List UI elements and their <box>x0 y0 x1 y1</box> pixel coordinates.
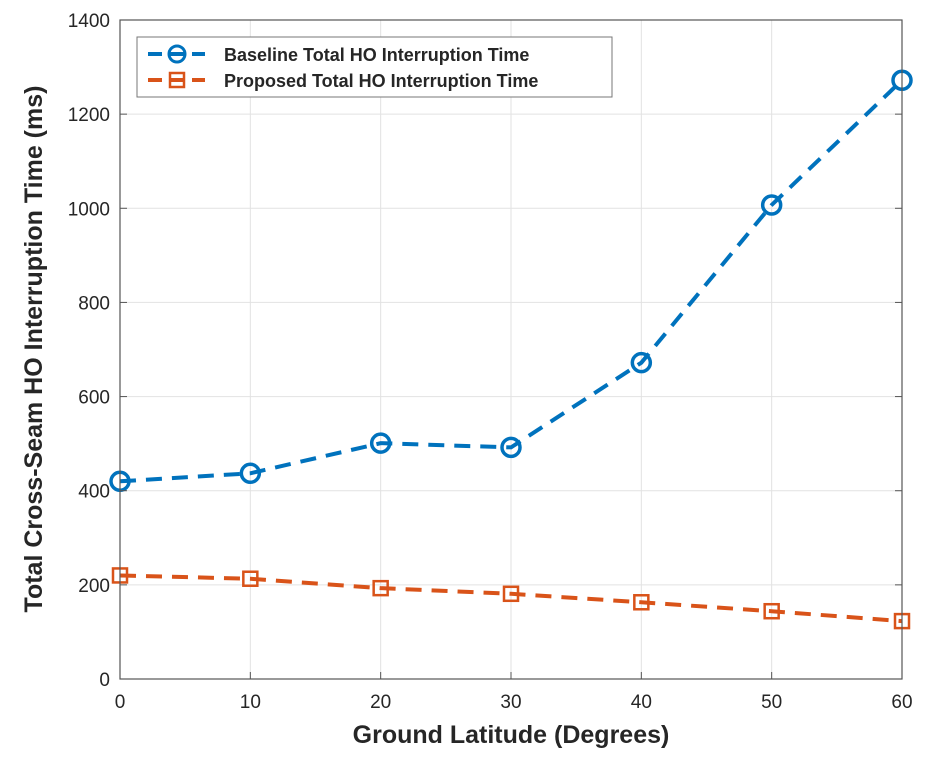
series-line-1 <box>119 573 903 624</box>
legend: Baseline Total HO Interruption Time Prop… <box>136 36 613 98</box>
data-point-baseline <box>239 462 262 485</box>
x-tick-label: 20 <box>370 692 391 713</box>
legend-marker-proposed <box>168 71 186 89</box>
data-point-proposed <box>502 585 520 603</box>
data-point-baseline <box>500 436 522 459</box>
legend-label-baseline: Baseline Total HO Interruption Time <box>224 45 529 65</box>
y-tick-label: 1400 <box>68 11 110 32</box>
y-tick-label: 0 <box>99 670 110 691</box>
x-tick-label: 60 <box>891 692 912 713</box>
series-line-0 <box>119 78 904 484</box>
y-tick-label: 1200 <box>68 105 110 126</box>
x-tick-label: 50 <box>761 692 782 713</box>
data-point-proposed <box>242 570 259 587</box>
x-tick-label: 10 <box>240 692 261 713</box>
y-tick-label: 1000 <box>68 199 110 220</box>
data-point-baseline <box>630 351 653 374</box>
data-point-baseline <box>760 194 783 216</box>
x-tick-label: 0 <box>115 692 126 713</box>
data-point-proposed <box>372 579 389 597</box>
legend-label-proposed: Proposed Total HO Interruption Time <box>224 71 538 91</box>
legend-box <box>136 36 613 98</box>
data-point-proposed <box>763 602 780 620</box>
y-tick-label: 600 <box>78 388 110 409</box>
data-point-proposed <box>633 594 650 611</box>
x-axis-label: Ground Latitude (Degrees) <box>353 721 670 749</box>
data-point-baseline <box>369 432 392 454</box>
series-group <box>109 69 913 630</box>
grid <box>119 19 903 680</box>
x-tick-label: 30 <box>500 692 521 713</box>
y-tick-label: 400 <box>78 482 110 503</box>
x-tick-label: 40 <box>631 692 652 713</box>
y-axis-label: Total Cross-Seam HO Interruption Time (m… <box>20 86 48 613</box>
legend-marker-baseline <box>167 44 187 64</box>
y-tick-label: 800 <box>78 293 110 314</box>
y-tick-label: 200 <box>78 576 110 597</box>
